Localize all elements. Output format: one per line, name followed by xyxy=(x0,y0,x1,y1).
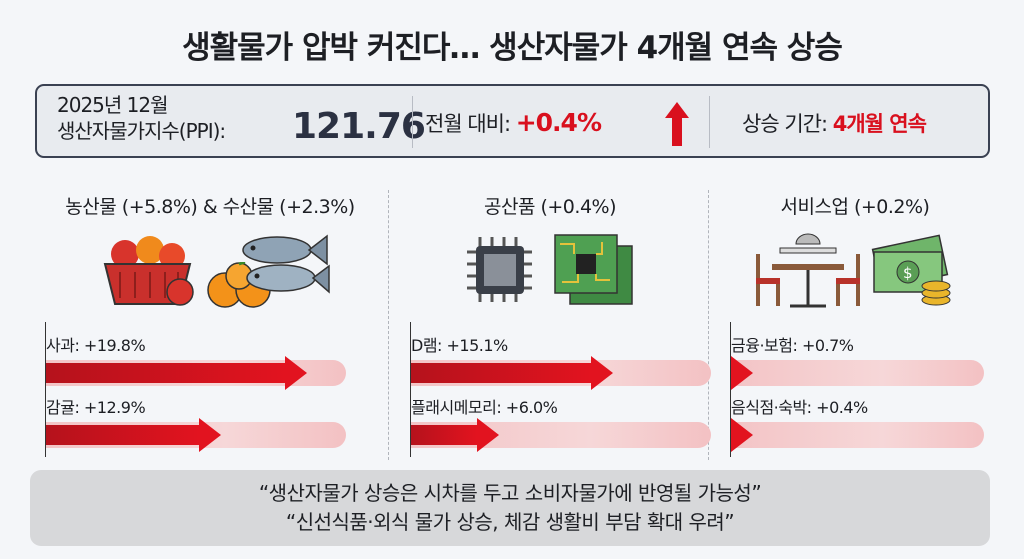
bar-track xyxy=(46,356,346,390)
bar-item: 플래시메모리: +6.0% xyxy=(411,394,711,452)
category-heading-industrial: 공산품 (+0.4%) xyxy=(484,196,617,218)
bar-fill xyxy=(46,363,286,383)
category-heading-agri: 농산물 (+5.8%) & 수산물 (+2.3%) xyxy=(65,196,355,218)
ppi-block: 2025년 12월 생산자물가지수(PPI): xyxy=(57,92,226,144)
money-icon: $ xyxy=(871,234,951,306)
bars-agri: 사과: +19.8% 감귤: +12.9% xyxy=(45,322,346,457)
streak-block: 상승 기간: 4개월 연속 xyxy=(742,108,927,138)
bar-label: 사과: +19.8% xyxy=(46,336,146,355)
bar-label: 플래시메모리: +6.0% xyxy=(411,398,558,417)
ppi-label: 생산자물가지수(PPI): xyxy=(57,119,226,143)
circuit-board-icon xyxy=(554,234,633,305)
bar-label: 감귤: +12.9% xyxy=(46,398,146,417)
svg-text:$: $ xyxy=(903,264,913,282)
quote-line: “신선식품·외식 물가 상승, 체감 생활비 부담 확대 우려” xyxy=(285,510,735,534)
bar-track xyxy=(46,418,346,452)
arrow-head xyxy=(591,356,614,390)
divider xyxy=(388,190,389,460)
bar-item: 사과: +19.8% xyxy=(46,332,346,390)
period: 2025년 12월 xyxy=(57,93,169,117)
mom-block: 전월 대비: +0.4% xyxy=(425,108,602,138)
category-heading-services: 서비스업 (+0.2%) xyxy=(780,196,930,218)
bar-track xyxy=(731,356,984,390)
chip-icon xyxy=(467,237,532,302)
bar-item: D램: +15.1% xyxy=(411,332,711,390)
bar-label: D램: +15.1% xyxy=(411,336,508,355)
bars-industrial: D램: +15.1% 플래시메모리: +6.0% xyxy=(410,322,711,457)
streak-label: 상승 기간: xyxy=(742,112,828,136)
bar-fill xyxy=(46,425,199,445)
page-title: 생활물가 압박 커진다… 생산자물가 4개월 연속 상승 xyxy=(182,30,843,66)
bar-track xyxy=(731,418,984,452)
arrow-head xyxy=(476,418,499,452)
streak-value: 4개월 연속 xyxy=(832,112,927,136)
bar-item: 감귤: +12.9% xyxy=(46,394,346,452)
bar-track xyxy=(411,418,711,452)
mom-label: 전월 대비: xyxy=(425,112,511,136)
bar-item: 금융·보험: +0.7% xyxy=(731,332,984,390)
divider xyxy=(709,96,710,148)
bar-label: 금융·보험: +0.7% xyxy=(731,336,854,355)
fish-icon xyxy=(242,234,330,294)
arrow-head xyxy=(731,356,753,390)
restaurant-table-icon xyxy=(756,233,860,308)
bar-item: 음식점·숙박: +0.4% xyxy=(731,394,984,452)
mom-value: +0.4% xyxy=(515,108,602,137)
summary-box: 2025년 12월 생산자물가지수(PPI): 121.76 전월 대비: +0… xyxy=(35,84,990,158)
bar-label: 음식점·숙박: +0.4% xyxy=(731,398,868,417)
divider xyxy=(412,96,413,148)
quote-box: “생산자물가 상승은 시차를 두고 소비자물가에 반영될 가능성” “신선식품·… xyxy=(30,470,990,546)
bars-services: 금융·보험: +0.7% 음식점·숙박: +0.4% xyxy=(730,322,984,457)
bar-fill xyxy=(411,363,592,383)
divider xyxy=(708,190,709,460)
arrow-head xyxy=(198,418,221,452)
arrow-head xyxy=(285,356,308,390)
up-arrow-icon xyxy=(665,102,689,146)
arrow-head xyxy=(731,418,753,452)
bar-track xyxy=(411,356,711,390)
quote-line: “생산자물가 상승은 시차를 두고 소비자물가에 반영될 가능성” xyxy=(258,481,762,505)
ppi-value: 121.76 xyxy=(292,106,426,147)
bar-fill xyxy=(411,425,477,445)
fruit-basket-icon xyxy=(103,236,194,306)
